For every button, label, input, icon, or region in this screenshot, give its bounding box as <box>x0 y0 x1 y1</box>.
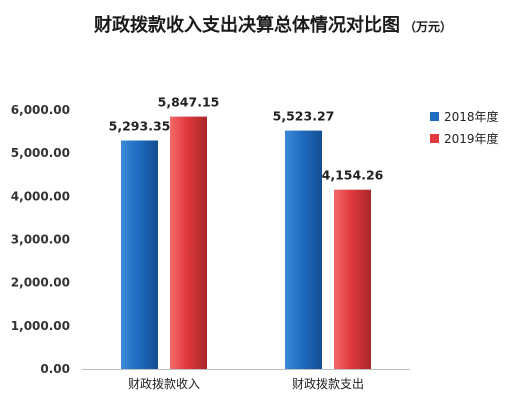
y-tick-label: 6,000.00 <box>11 103 70 117</box>
bars-group <box>121 116 371 369</box>
bar-series-2-0 <box>170 116 207 369</box>
bar-series-1-0 <box>121 140 158 369</box>
legend: 2018年度 2019年度 <box>430 109 499 146</box>
bar-value-label: 4,154.26 <box>322 168 384 183</box>
y-tick-label: 2,000.00 <box>11 276 70 290</box>
data-labels-group: 5,293.35 5,847.15 5,523.27 4,154.26 <box>109 95 384 183</box>
chart-unit: （万元） <box>404 19 452 34</box>
bar-value-label: 5,523.27 <box>273 109 335 124</box>
y-tick-label: 5,000.00 <box>11 146 70 160</box>
chart-title: 财政拨款收入支出决算总体情况对比图 <box>94 14 400 36</box>
bar-series-2-1 <box>334 189 371 369</box>
legend-swatch <box>430 134 439 143</box>
x-category-label: 财政拨款收入 <box>128 377 200 391</box>
y-tick-label: 0.00 <box>40 362 70 376</box>
y-tick-label: 3,000.00 <box>11 233 70 247</box>
y-axis: 0.00 1,000.00 2,000.00 3,000.00 4,000.00 5,00… <box>11 103 70 376</box>
legend-label: 2018年度 <box>444 109 499 124</box>
x-axis: 财政拨款收入 财政拨款支出 <box>82 369 410 391</box>
bar-value-label: 5,847.15 <box>158 95 220 110</box>
x-category-label: 财政拨款支出 <box>292 377 364 391</box>
bar-value-label: 5,293.35 <box>109 119 171 134</box>
y-tick-label: 1,000.00 <box>11 319 70 333</box>
legend-label: 2019年度 <box>444 131 499 146</box>
legend-swatch <box>430 112 439 121</box>
y-tick-label: 4,000.00 <box>11 189 70 203</box>
bar-series-1-1 <box>285 130 322 369</box>
